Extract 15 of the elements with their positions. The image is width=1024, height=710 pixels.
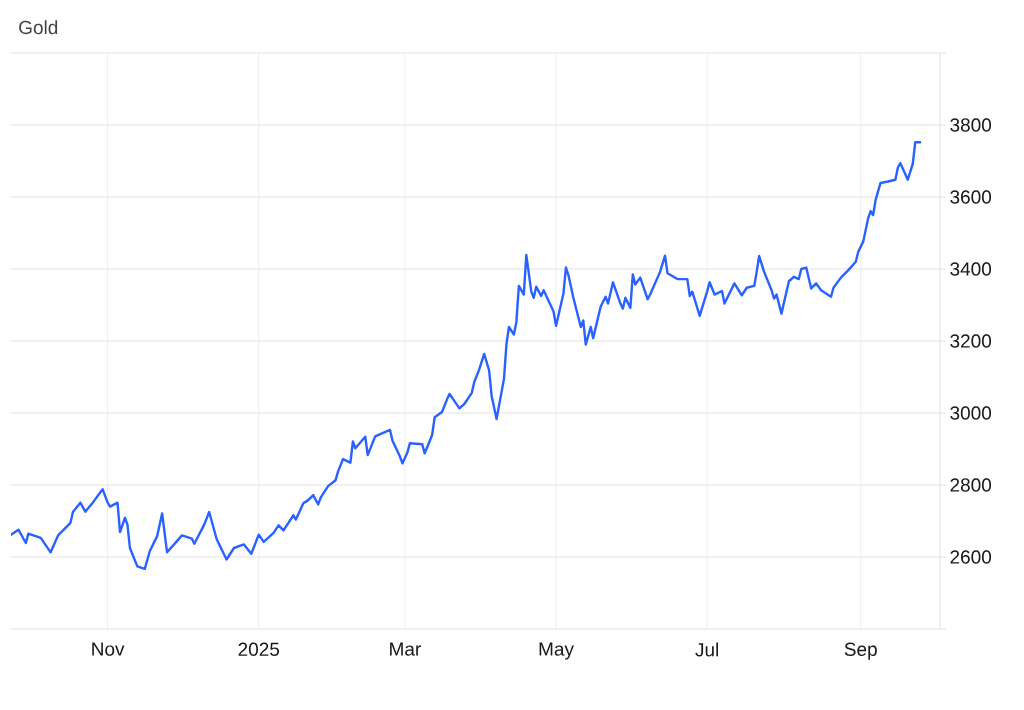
x-tick-label: Sep [844, 642, 877, 660]
line-series [11, 141, 922, 571]
y-tick-label: 3200 [950, 334, 992, 348]
x-tick-label: Jul [695, 642, 719, 657]
x-tick-label: 2025 [238, 642, 280, 656]
y-tick-label: 2600 [950, 550, 992, 564]
y-tick-label: 3800 [950, 118, 992, 132]
x-tick-label: Mar [390, 642, 421, 656]
x-tick-label: May [539, 642, 574, 660]
chart-title: Gold [19, 20, 58, 35]
y-tick-label: 3400 [950, 262, 992, 276]
y-tick-label: 3000 [950, 406, 992, 420]
y-tick-label: 2800 [950, 478, 992, 492]
y-tick-label: 3600 [950, 190, 992, 204]
x-tick-label: Nov [92, 642, 125, 656]
